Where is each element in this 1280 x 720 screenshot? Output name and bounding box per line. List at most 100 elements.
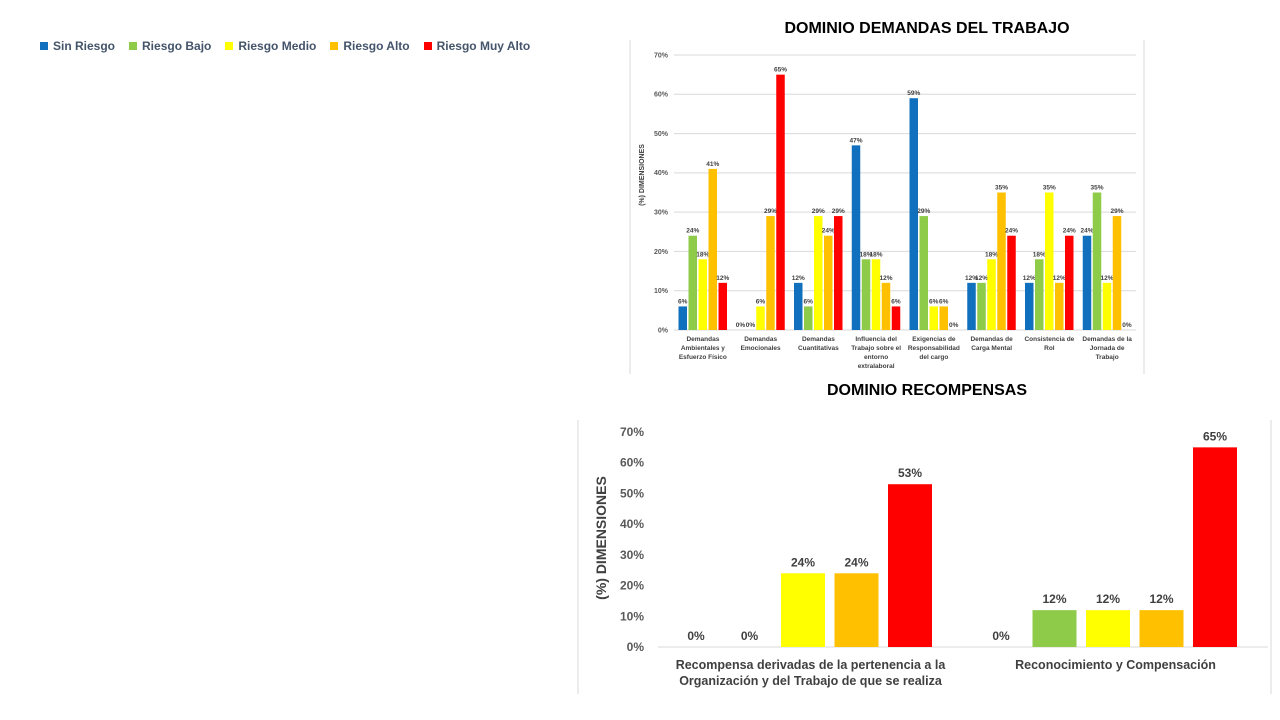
data-label: 24% — [791, 555, 815, 569]
data-label: 6% — [929, 298, 939, 305]
data-label: 0% — [741, 629, 759, 643]
data-label: 12% — [965, 275, 978, 282]
bar-riesgo-medio — [1102, 282, 1112, 330]
data-label: 6% — [756, 298, 766, 305]
y-axis-label: (%) DIMENSIONES — [593, 476, 609, 600]
bar-riesgo-medio — [814, 216, 823, 330]
y-tick-label: 30% — [620, 548, 644, 562]
data-label: 0% — [746, 322, 756, 329]
bar-riesgo-medio — [781, 573, 825, 647]
data-label: 35% — [1090, 185, 1103, 192]
bar-riesgo-bajo — [1035, 259, 1044, 330]
x-category-label: Recompensa derivadas de la pertenencia a… — [676, 658, 947, 688]
bar-riesgo-alto — [766, 216, 775, 330]
data-label: 35% — [995, 185, 1008, 192]
bar-riesgo-alto — [997, 192, 1006, 330]
bar-sin-riesgo — [1082, 235, 1092, 330]
bar-sin-riesgo — [851, 145, 861, 330]
data-label: 12% — [879, 275, 892, 282]
chart-title-demandas: DOMINIO DEMANDAS DEL TRABAJO — [784, 20, 1070, 37]
x-category-label: Demandas Cuantitativas — [798, 336, 839, 352]
bar-riesgo-alto — [824, 235, 833, 330]
y-axis-label: (%) DIMENSIONES — [639, 144, 646, 206]
bar-riesgo-alto — [1055, 282, 1064, 330]
x-category-label: Influencia del Trabajo sobre el entorno ext… — [851, 336, 901, 370]
bar-riesgo-medio — [698, 259, 707, 330]
data-label: 59% — [907, 90, 920, 97]
y-tick-label: 60% — [620, 456, 644, 470]
data-label: 12% — [1042, 592, 1066, 606]
data-label: 24% — [686, 228, 699, 235]
data-label: 18% — [859, 251, 872, 258]
bar-riesgo-medio — [1045, 192, 1054, 330]
data-label: 29% — [832, 208, 845, 215]
data-label: 12% — [1100, 275, 1113, 282]
data-label: 29% — [764, 208, 777, 215]
bar-riesgo-muy-alto — [776, 74, 785, 330]
bar-riesgo-bajo — [1092, 192, 1102, 330]
bar-riesgo-bajo — [688, 235, 697, 330]
data-label: 29% — [1110, 208, 1123, 215]
bar-riesgo-medio — [871, 259, 881, 330]
x-category-label: Reconocimiento y Compensación — [1015, 658, 1216, 672]
legend-label: Riesgo Alto — [343, 39, 410, 53]
data-label: 12% — [1053, 275, 1066, 282]
data-label: 24% — [822, 228, 835, 235]
bar-riesgo-bajo — [977, 282, 986, 330]
legend-swatch — [330, 42, 339, 50]
data-label: 53% — [898, 466, 922, 480]
bar-riesgo-bajo — [804, 306, 813, 330]
data-label: 24% — [844, 555, 868, 569]
chart-legend: Sin Riesgo Riesgo Bajo Riesgo Medio Riesgo … — [40, 37, 530, 55]
data-label: 24% — [1080, 228, 1093, 235]
y-tick-label: 10% — [654, 288, 669, 295]
data-label: 6% — [804, 298, 814, 305]
data-label: 35% — [1043, 185, 1056, 192]
bar-riesgo-bajo — [919, 216, 928, 330]
legend-item-riesgo-medio: Riesgo Medio — [225, 39, 316, 53]
bar-riesgo-muy-alto — [718, 282, 727, 330]
x-category-label: Demandas de Carga Mental — [970, 336, 1013, 352]
data-label: 18% — [869, 251, 882, 258]
chart-recompensas: 0% 10% 20% 30% 40% 50% 60% 70% (%) DIMENSIONES 0%… — [577, 420, 1272, 694]
data-label: 29% — [917, 208, 930, 215]
data-label: 6% — [939, 298, 949, 305]
legend-label: Riesgo Muy Alto — [436, 39, 531, 53]
data-label: 18% — [696, 251, 709, 258]
bar-riesgo-bajo — [861, 259, 871, 330]
data-label: 6% — [891, 298, 901, 305]
legend-label: Riesgo Medio — [238, 39, 317, 53]
y-tick-label: 60% — [654, 92, 669, 99]
y-tick-label: 50% — [654, 131, 669, 138]
x-category-label: Demandas de la Jornada de Trabajo — [1082, 336, 1132, 361]
data-label: 47% — [849, 137, 862, 144]
bar-riesgo-medio — [756, 306, 765, 330]
data-label: 18% — [1033, 251, 1046, 258]
bar-riesgo-muy-alto — [1065, 235, 1074, 330]
data-label: 29% — [812, 208, 825, 215]
legend-swatch — [225, 42, 234, 50]
y-tick-label: 20% — [620, 579, 644, 593]
bar-riesgo-muy-alto — [834, 216, 843, 330]
data-label: 41% — [706, 161, 719, 168]
bar-riesgo-bajo — [1032, 610, 1077, 647]
y-tick-label: 70% — [620, 425, 644, 439]
data-label: 18% — [985, 251, 998, 258]
chart-demandas-del-trabajo: 0% 10% 20% 30% 40% 50% 60% 70% (%) DIMENSIONES 6%… — [629, 40, 1145, 374]
data-label: 65% — [1203, 429, 1227, 443]
bar-riesgo-alto — [708, 168, 717, 330]
legend-item-riesgo-bajo: Riesgo Bajo — [129, 39, 211, 53]
y-tick-label: 50% — [620, 486, 644, 500]
bar-sin-riesgo — [794, 282, 803, 330]
y-tick-label: 10% — [620, 609, 644, 623]
legend-swatch — [40, 42, 48, 50]
legend-label: Sin Riesgo — [53, 39, 116, 53]
data-label: 24% — [1063, 228, 1076, 235]
legend-swatch — [129, 42, 138, 50]
data-label: 12% — [792, 275, 805, 282]
y-tick-label: 40% — [620, 517, 644, 531]
legend-item-riesgo-alto: Riesgo Alto — [330, 39, 410, 53]
bar-riesgo-alto — [939, 306, 948, 330]
y-tick-label: 0% — [627, 640, 645, 654]
data-label: 6% — [678, 298, 688, 305]
